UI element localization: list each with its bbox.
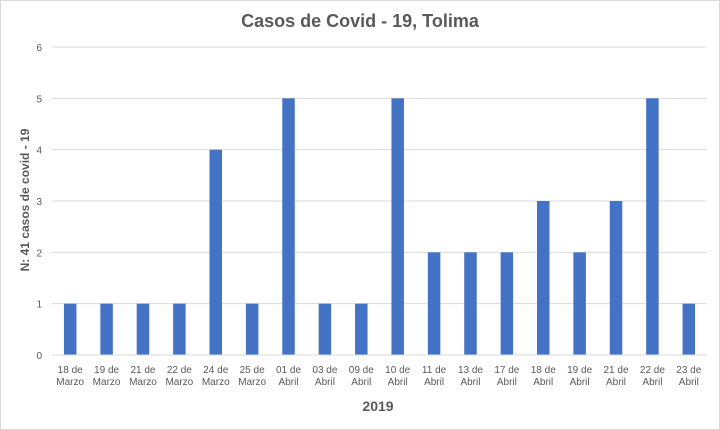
x-tick-label: 10 de Abril xyxy=(385,365,410,388)
bar xyxy=(500,252,514,355)
x-tick-label-line: 18 de xyxy=(58,365,83,376)
x-axis-title: 2019 xyxy=(362,398,393,414)
x-tick-label: 22 de Marzo xyxy=(165,365,193,388)
bar xyxy=(537,201,550,355)
x-tick-label: 24 de Marzo xyxy=(202,365,230,388)
x-tick-label-line: Abril xyxy=(315,377,335,388)
bar xyxy=(209,149,222,355)
bar xyxy=(682,303,696,355)
x-tick-label-line: 21 de xyxy=(130,365,155,376)
x-tick-label-line: 19 de xyxy=(567,365,592,376)
x-tick-label-line: 24 de xyxy=(203,365,228,376)
x-tick-label-line: Marzo xyxy=(202,377,230,388)
x-tick-label-line: 19 de xyxy=(94,365,119,376)
y-tick-label: 2 xyxy=(36,248,42,259)
bar xyxy=(173,303,186,355)
bar xyxy=(245,303,259,355)
x-tick-label: 21 de Marzo xyxy=(129,365,157,388)
x-tick-label: 09 de Abril xyxy=(349,365,374,388)
bar xyxy=(318,303,332,355)
x-tick-label-line: 11 de xyxy=(422,365,447,376)
x-tick-label: 13 de Abril xyxy=(458,365,483,388)
x-tick-label: 18 de Marzo xyxy=(56,365,84,388)
x-tick-label-line: 03 de xyxy=(312,365,337,376)
bar xyxy=(573,252,586,355)
bars xyxy=(63,98,696,355)
x-tick-label-line: Abril xyxy=(351,377,371,388)
bar xyxy=(391,98,404,355)
x-tick-label-line: Abril xyxy=(606,377,626,388)
y-tick-label: 1 xyxy=(36,300,42,311)
bar xyxy=(355,303,368,355)
x-tick-label-line: Marzo xyxy=(93,377,121,388)
x-tick-label-line: 01 de xyxy=(276,365,301,376)
chart-title: Casos de Covid - 19, Tolima xyxy=(241,11,480,31)
y-tick-label: 3 xyxy=(36,197,42,208)
x-tick-label: 03 de Abril xyxy=(312,365,337,388)
bar xyxy=(609,201,623,355)
x-tick-label-line: Abril xyxy=(497,377,517,388)
y-tick-label: 5 xyxy=(36,94,42,105)
x-tick-label-line: 09 de xyxy=(349,365,374,376)
x-tick-label-line: Marzo xyxy=(129,377,157,388)
x-tick-label-line: 10 de xyxy=(385,365,410,376)
x-tick-label-line: Abril xyxy=(679,377,699,388)
x-tick-label: 22 de Abril xyxy=(640,365,665,388)
x-tick-label-line: 21 de xyxy=(604,365,629,376)
x-tick-label-line: 17 de xyxy=(494,365,519,376)
x-tick-label-line: Marzo xyxy=(238,377,266,388)
x-tick-label-line: Abril xyxy=(570,377,590,388)
x-tick-label-line: Marzo xyxy=(165,377,193,388)
y-axis-ticks: 0 1 2 3 4 5 6 xyxy=(36,43,42,362)
bar xyxy=(282,98,295,355)
x-tick-label-line: Abril xyxy=(642,377,662,388)
bar xyxy=(136,303,150,355)
y-tick-label: 4 xyxy=(36,146,42,157)
x-tick-label-line: Abril xyxy=(460,377,480,388)
x-tick-label: 25 de Marzo xyxy=(238,365,266,388)
x-tick-label: 11 de Abril xyxy=(422,365,447,388)
bar xyxy=(427,252,441,355)
bar xyxy=(464,252,477,355)
x-tick-label-line: 18 de xyxy=(531,365,556,376)
x-tick-label: 18 de Abril xyxy=(531,365,556,388)
y-tick-label: 0 xyxy=(36,351,42,362)
x-tick-label: 17 de Abril xyxy=(494,365,519,388)
x-tick-label-line: 22 de xyxy=(640,365,665,376)
x-tick-label-line: Marzo xyxy=(56,377,84,388)
x-tick-label-line: 23 de xyxy=(676,365,701,376)
x-tick-label: 19 de Abril xyxy=(567,365,592,388)
x-tick-label-line: 25 de xyxy=(240,365,265,376)
x-tick-label-line: Abril xyxy=(279,377,299,388)
x-tick-label-line: 22 de xyxy=(167,365,192,376)
x-tick-label: 19 de Marzo xyxy=(93,365,121,388)
y-axis-title: N: 41 casos de covid - 19 xyxy=(18,128,32,271)
x-tick-label-line: Abril xyxy=(533,377,553,388)
x-tick-label-line: Abril xyxy=(388,377,408,388)
gridlines xyxy=(52,46,707,305)
x-tick-label-line: 13 de xyxy=(458,365,483,376)
bar xyxy=(100,303,113,355)
bar xyxy=(63,303,77,355)
x-tick-label: 21 de Abril xyxy=(604,365,629,388)
x-tick-label: 23 de Abril xyxy=(676,365,701,388)
x-tick-label: 01 de Abril xyxy=(276,365,301,388)
x-tick-label-line: Abril xyxy=(424,377,444,388)
y-tick-label: 6 xyxy=(36,43,42,54)
bar xyxy=(646,98,659,355)
